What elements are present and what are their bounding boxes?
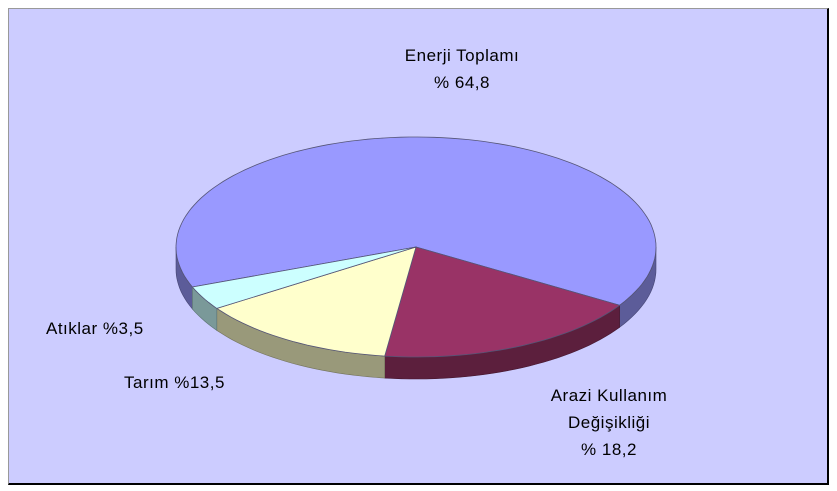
slice-label: Atıklar %3,5 xyxy=(46,315,144,342)
value-label: %3,5 xyxy=(102,319,144,338)
category-label: Enerji Toplamı xyxy=(404,46,520,65)
slice xyxy=(191,246,417,309)
slice-label: Enerji Toplamı % 64,8 xyxy=(402,42,522,96)
value-label: %13,5 xyxy=(174,373,225,392)
category-label: Atıklar xyxy=(46,319,98,338)
category-label: Arazi Kullanım Değişikliği xyxy=(550,386,668,432)
slice xyxy=(215,246,417,357)
category-label: Tarım xyxy=(124,373,169,392)
slice-label: Arazi Kullanım Değişikliği % 18,2 xyxy=(548,382,670,463)
value-label: % 18,2 xyxy=(581,440,637,459)
slice xyxy=(384,246,621,358)
slice xyxy=(175,136,657,306)
slice-label: Tarım %13,5 xyxy=(124,369,225,396)
value-label: % 64,8 xyxy=(434,73,490,92)
